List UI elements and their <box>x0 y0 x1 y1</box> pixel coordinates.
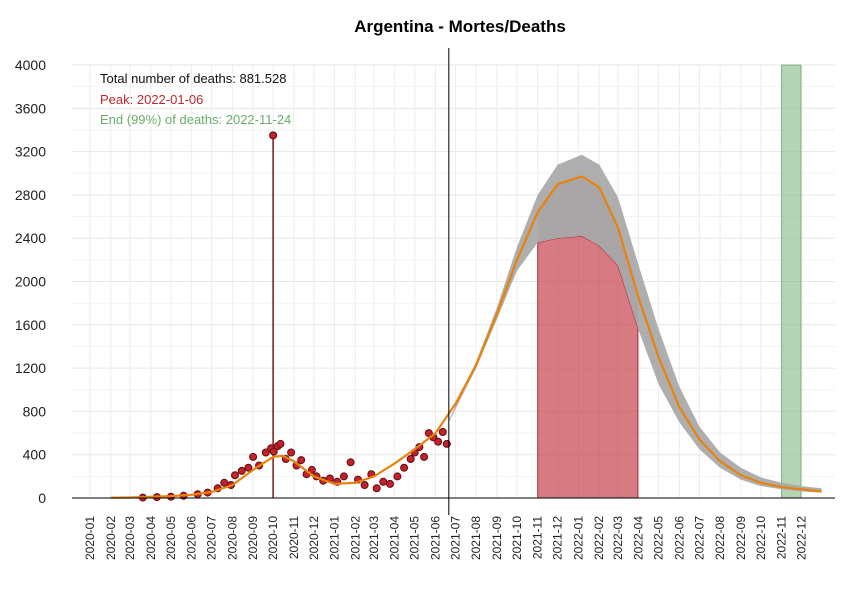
x-tick-label: 2020-10 <box>266 516 280 560</box>
y-tick-label: 3600 <box>15 100 46 116</box>
x-tick-label: 2021-08 <box>469 516 483 560</box>
grid-layer <box>72 64 835 499</box>
data-point <box>244 463 253 472</box>
x-tick-label: 2021-07 <box>449 516 463 560</box>
y-tick-label: 0 <box>38 490 46 506</box>
y-tick-label: 1600 <box>15 317 46 333</box>
x-tick-label: 2021-06 <box>428 516 442 560</box>
x-tick-label: 2022-02 <box>592 516 606 560</box>
x-tick-label: 2022-03 <box>611 516 625 560</box>
data-point <box>231 471 239 480</box>
points-layer <box>138 131 451 502</box>
data-point <box>400 463 409 472</box>
confidence-layer <box>448 154 822 493</box>
data-point <box>297 456 306 465</box>
x-tick-label: 2020-05 <box>164 516 178 560</box>
x-tick-label: 2021-02 <box>348 516 362 560</box>
data-point <box>339 472 348 481</box>
y-tick-label: 1200 <box>15 360 46 376</box>
end-band <box>781 64 802 499</box>
annotation-peak: Peak: 2022-01-06 <box>100 92 203 107</box>
data-point <box>220 478 229 487</box>
data-point <box>386 479 394 488</box>
y-tick-label: 800 <box>23 403 47 419</box>
data-point <box>269 447 278 456</box>
data-point <box>406 455 415 463</box>
x-tick-label: 2021-04 <box>388 516 402 560</box>
x-tick-label: 2021-03 <box>367 516 381 560</box>
data-point <box>379 477 388 486</box>
confidence-band <box>448 154 822 493</box>
x-tick-label: 2020-12 <box>307 516 321 560</box>
y-tick-label: 400 <box>23 447 47 463</box>
data-point <box>237 466 246 475</box>
x-tick-label: 2020-09 <box>246 516 260 560</box>
data-point <box>287 448 296 457</box>
x-tick-label: 2022-06 <box>672 516 686 560</box>
curve-layer <box>110 175 822 499</box>
data-point <box>249 452 258 461</box>
annotation-total: Total number of deaths: 881.528 <box>100 71 286 86</box>
data-point <box>261 448 270 457</box>
x-tick-label: 2020-11 <box>287 516 301 559</box>
x-tick-label: 2021-11 <box>531 516 545 559</box>
y-tick-label: 2400 <box>15 230 46 246</box>
x-tick-label: 2022-04 <box>632 516 646 560</box>
x-tick-label: 2022-07 <box>692 516 706 560</box>
x-tick-label: 2020-01 <box>83 516 97 560</box>
x-tick-label: 2020-07 <box>205 516 219 560</box>
x-tick-label: 2020-03 <box>123 516 137 560</box>
x-tick-label: 2020-06 <box>185 516 199 560</box>
x-tick-label: 2022-08 <box>713 516 727 560</box>
x-tick-label: 2021-10 <box>510 516 524 560</box>
y-tick-label: 4000 <box>15 57 46 73</box>
axis-layer: 0 400 800 1200 1600 2000 2400 2800 3200 3600 4000 2… <box>15 48 835 560</box>
x-tick-label: 2021-09 <box>490 516 504 560</box>
x-tick-label: 2021-12 <box>551 516 565 560</box>
x-tick-label: 2020-08 <box>225 516 239 560</box>
data-point <box>372 484 381 493</box>
x-tick-label: 2020-02 <box>104 516 118 560</box>
y-tick-label: 2800 <box>15 187 46 203</box>
y-tick-label: 3200 <box>15 144 46 160</box>
data-point <box>393 472 402 481</box>
x-tick-label: 2021-05 <box>408 516 422 560</box>
spike-point <box>269 131 278 140</box>
x-tick-label: 2022-05 <box>652 516 666 560</box>
x-tick-label: 2022-11 <box>775 516 789 559</box>
annotation-end: End (99%) of deaths: 2022-11-24 <box>100 112 291 127</box>
x-tick-label: 2021-01 <box>328 516 342 560</box>
data-point <box>438 428 447 436</box>
data-point <box>307 465 316 474</box>
x-tick-label: 2022-09 <box>734 516 748 560</box>
x-tick-label: 2022-10 <box>754 516 768 560</box>
data-point <box>276 439 285 448</box>
x-tick-label: 2022-01 <box>571 516 585 560</box>
data-point <box>434 437 443 446</box>
data-point <box>346 458 355 467</box>
chart-title: Argentina - Mortes/Deaths <box>354 17 566 36</box>
fitted-curve <box>110 175 822 499</box>
x-tick-label: 2020-04 <box>144 516 158 560</box>
y-tick-label: 2000 <box>15 274 46 290</box>
data-point <box>420 452 429 461</box>
data-point <box>360 481 369 489</box>
x-tick-label: 2022-12 <box>795 516 809 560</box>
